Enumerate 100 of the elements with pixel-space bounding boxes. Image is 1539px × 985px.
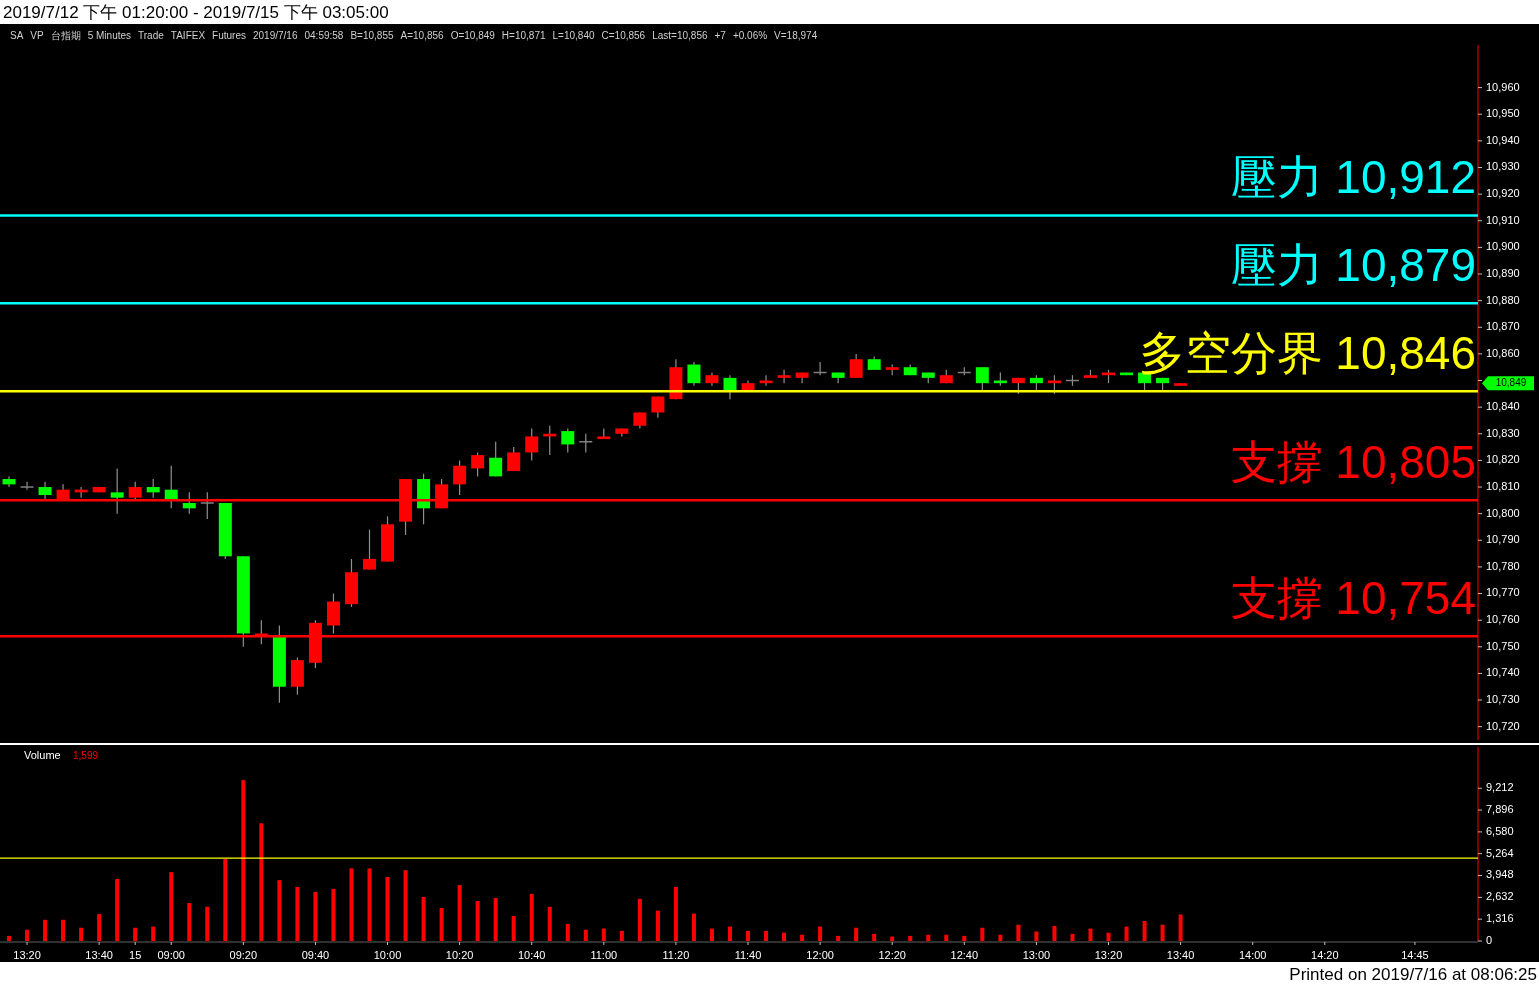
bar [1124, 926, 1129, 941]
candlestick [2, 475, 16, 488]
x-tick-label: 12:40 [950, 949, 979, 961]
candlestick [489, 441, 503, 477]
x-tick-label: 10:40 [517, 949, 546, 961]
bar [1142, 920, 1147, 941]
x-tick-label: 14:45 [1401, 949, 1429, 961]
text: V=18,974 [774, 30, 818, 41]
y-tick-label: 10,790 [1486, 533, 1520, 546]
text: O=10,849 [450, 30, 496, 41]
y-tick-label: 10,810 [1486, 479, 1520, 492]
text: SA [10, 30, 24, 41]
chart-title: 2019/7/12 下午 01:20:00 - 2019/7/15 下午 03:05:00 [3, 3, 389, 22]
annotation: 1,599 [73, 750, 99, 761]
bar [403, 870, 408, 941]
candlestick [200, 491, 215, 520]
x-tick-label: 11:20 [662, 949, 690, 961]
y-tick-label: 10,820 [1486, 453, 1520, 466]
ref-line-label: 支撐 10,805 [1230, 436, 1476, 489]
bar [691, 913, 696, 941]
candlestick [363, 529, 376, 571]
x-tick-label: 11:00 [590, 949, 618, 961]
y-tick-label: 0 [1486, 933, 1493, 946]
x-tick-label: 15 [129, 949, 142, 961]
bar [385, 877, 390, 941]
bar [367, 868, 372, 941]
bar [43, 919, 48, 941]
text: C=10,856 [601, 30, 646, 41]
bar [601, 928, 606, 941]
bar [655, 910, 660, 941]
x-tick-label: 12:20 [878, 949, 906, 961]
x-tick-label: 12:00 [806, 949, 834, 961]
text: VP [30, 30, 45, 41]
candlestick [110, 467, 124, 515]
x-tick-label: 09:00 [157, 949, 185, 961]
text: +7 [714, 30, 727, 41]
candlestick [849, 353, 863, 379]
bar [727, 926, 732, 941]
bar [169, 872, 174, 941]
x-tick-label: 09:20 [229, 949, 258, 961]
bar [1034, 931, 1039, 941]
y-tick-label: 10,720 [1486, 719, 1520, 732]
y-tick-label: 10,840 [1486, 400, 1520, 413]
ref-line-label: 支撐 10,754 [1230, 572, 1476, 625]
y-tick-label: 6,580 [1486, 824, 1514, 837]
x-tick-label: 13:40 [85, 949, 113, 961]
y-tick-label: 10,950 [1486, 107, 1520, 120]
x-tick-label: 13:40 [1166, 949, 1195, 961]
text: Last=10,856 [652, 30, 708, 41]
bar [475, 901, 480, 941]
text: 台指期 [50, 30, 81, 41]
candlestick [525, 427, 539, 461]
bar [908, 935, 913, 941]
bar [1160, 924, 1165, 941]
candlestick [687, 361, 701, 387]
y-tick-label: 10,960 [1486, 80, 1520, 93]
y-tick-label: 10,900 [1486, 240, 1520, 253]
bar [313, 891, 318, 941]
y-tick-label: 10,730 [1486, 692, 1520, 705]
bar [421, 896, 426, 941]
bar [205, 906, 210, 941]
bar [7, 935, 12, 941]
bar [79, 927, 84, 941]
candlestick [651, 395, 665, 419]
bar [944, 934, 949, 941]
y-tick-label: 10,860 [1486, 346, 1520, 359]
bar [800, 934, 805, 941]
bar [1016, 924, 1021, 941]
text: TAIFEX [170, 30, 206, 41]
bar [1070, 933, 1075, 941]
candlestick [38, 481, 52, 501]
bar [746, 930, 751, 941]
x-tick-label: 13:20 [1094, 949, 1123, 961]
bar [818, 926, 823, 941]
bar [709, 928, 714, 941]
text: Printed on 2019/7/16 at 08:06:25 [1289, 965, 1537, 984]
y-tick-label: 10,930 [1486, 160, 1520, 173]
y-tick-label: 10,830 [1486, 426, 1520, 439]
candlestick [777, 369, 791, 384]
text: 04:59:58 [304, 30, 344, 41]
text: +0.06% [732, 30, 768, 41]
bar [1178, 914, 1183, 941]
text: A=10,856 [400, 30, 445, 41]
candlestick [578, 433, 594, 454]
ref-line-label: 壓力 10,879 [1230, 239, 1476, 292]
y-tick-label: 10,770 [1486, 586, 1520, 599]
bar [133, 927, 138, 941]
bar [97, 914, 102, 941]
bar [926, 934, 931, 941]
ref-line-label: 壓力 10,912 [1230, 151, 1476, 204]
x-tick-label: 13:00 [1022, 949, 1051, 961]
y-tick-label: 10,760 [1486, 613, 1520, 626]
y-tick-label: 10,880 [1486, 293, 1520, 306]
y-tick-label: 1,316 [1486, 912, 1514, 925]
y-tick-label: 5,264 [1486, 846, 1514, 859]
bar [349, 868, 354, 941]
bar [151, 926, 156, 941]
bar [1052, 925, 1057, 941]
candlestick [471, 451, 485, 477]
y-tick-label: 10,890 [1486, 266, 1520, 279]
